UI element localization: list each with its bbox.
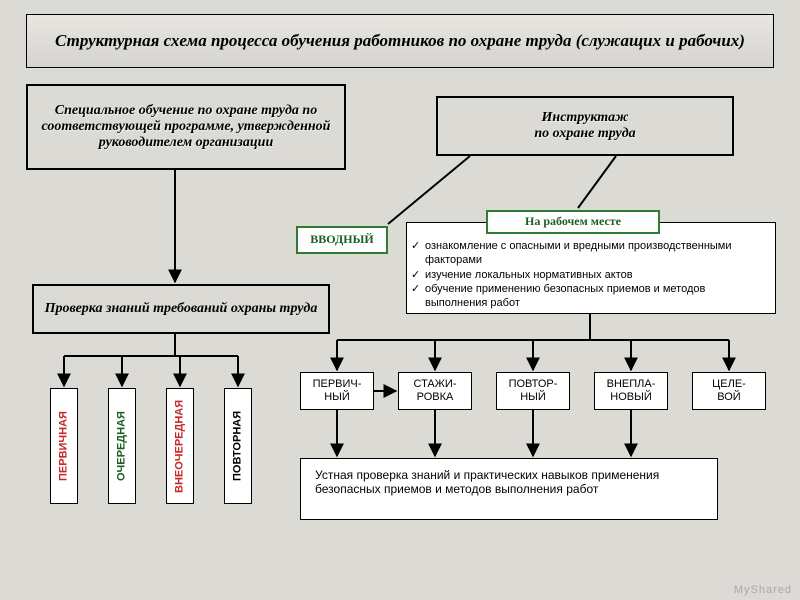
special-training-box: Специальное обучение по охране труда по …	[26, 84, 346, 170]
oral-check-box: Устная проверка знаний и практических на…	[300, 458, 718, 520]
diagram-title: Структурная схема процесса обучения рабо…	[26, 14, 774, 68]
instruction-line2: по охране труда	[534, 126, 635, 142]
instruction-box: Инструктаж по охране труда	[436, 96, 734, 156]
knowledge-check-text: Проверка знаний требований охраны труда	[45, 301, 318, 317]
vvodny-box: ВВОДНЫЙ	[296, 226, 388, 254]
knowledge-check-box: Проверка знаний требований охраны труда	[32, 284, 330, 334]
title-text: Структурная схема процесса обучения рабо…	[55, 31, 745, 51]
vcol-primary: ПЕРВИЧНАЯ	[50, 388, 78, 504]
workplace-text: На рабочем месте	[525, 215, 621, 229]
watermark: MyShared	[734, 584, 792, 596]
row-targeted: ЦЕЛЕ- ВОЙ	[692, 372, 766, 410]
row-unplanned: ВНЕПЛА- НОВЫЙ	[594, 372, 668, 410]
workplace-box: На рабочем месте	[486, 210, 660, 234]
workplace-item: обучение применению безопасных приемов и…	[425, 282, 765, 311]
vvodny-text: ВВОДНЫЙ	[310, 233, 373, 247]
special-training-text: Специальное обучение по охране труда по …	[36, 103, 336, 151]
vcol-regular: ОЧЕРЕДНАЯ	[108, 388, 136, 504]
vcol-repeat: ПОВТОРНАЯ	[224, 388, 252, 504]
vcol-extraordinary: ВНЕОЧЕРЕДНАЯ	[166, 388, 194, 504]
workplace-item: изучение локальных нормативных актов	[425, 268, 765, 282]
workplace-list: ознакомление с опасными и вредными произ…	[406, 222, 776, 314]
row-internship: СТАЖИ- РОВКА	[398, 372, 472, 410]
workplace-item: ознакомление с опасными и вредными произ…	[425, 239, 765, 268]
oral-check-text: Устная проверка знаний и практических на…	[315, 468, 659, 496]
instruction-line1: Инструктаж	[542, 110, 629, 126]
row-repeat: ПОВТОР- НЫЙ	[496, 372, 570, 410]
row-primary: ПЕРВИЧ- НЫЙ	[300, 372, 374, 410]
